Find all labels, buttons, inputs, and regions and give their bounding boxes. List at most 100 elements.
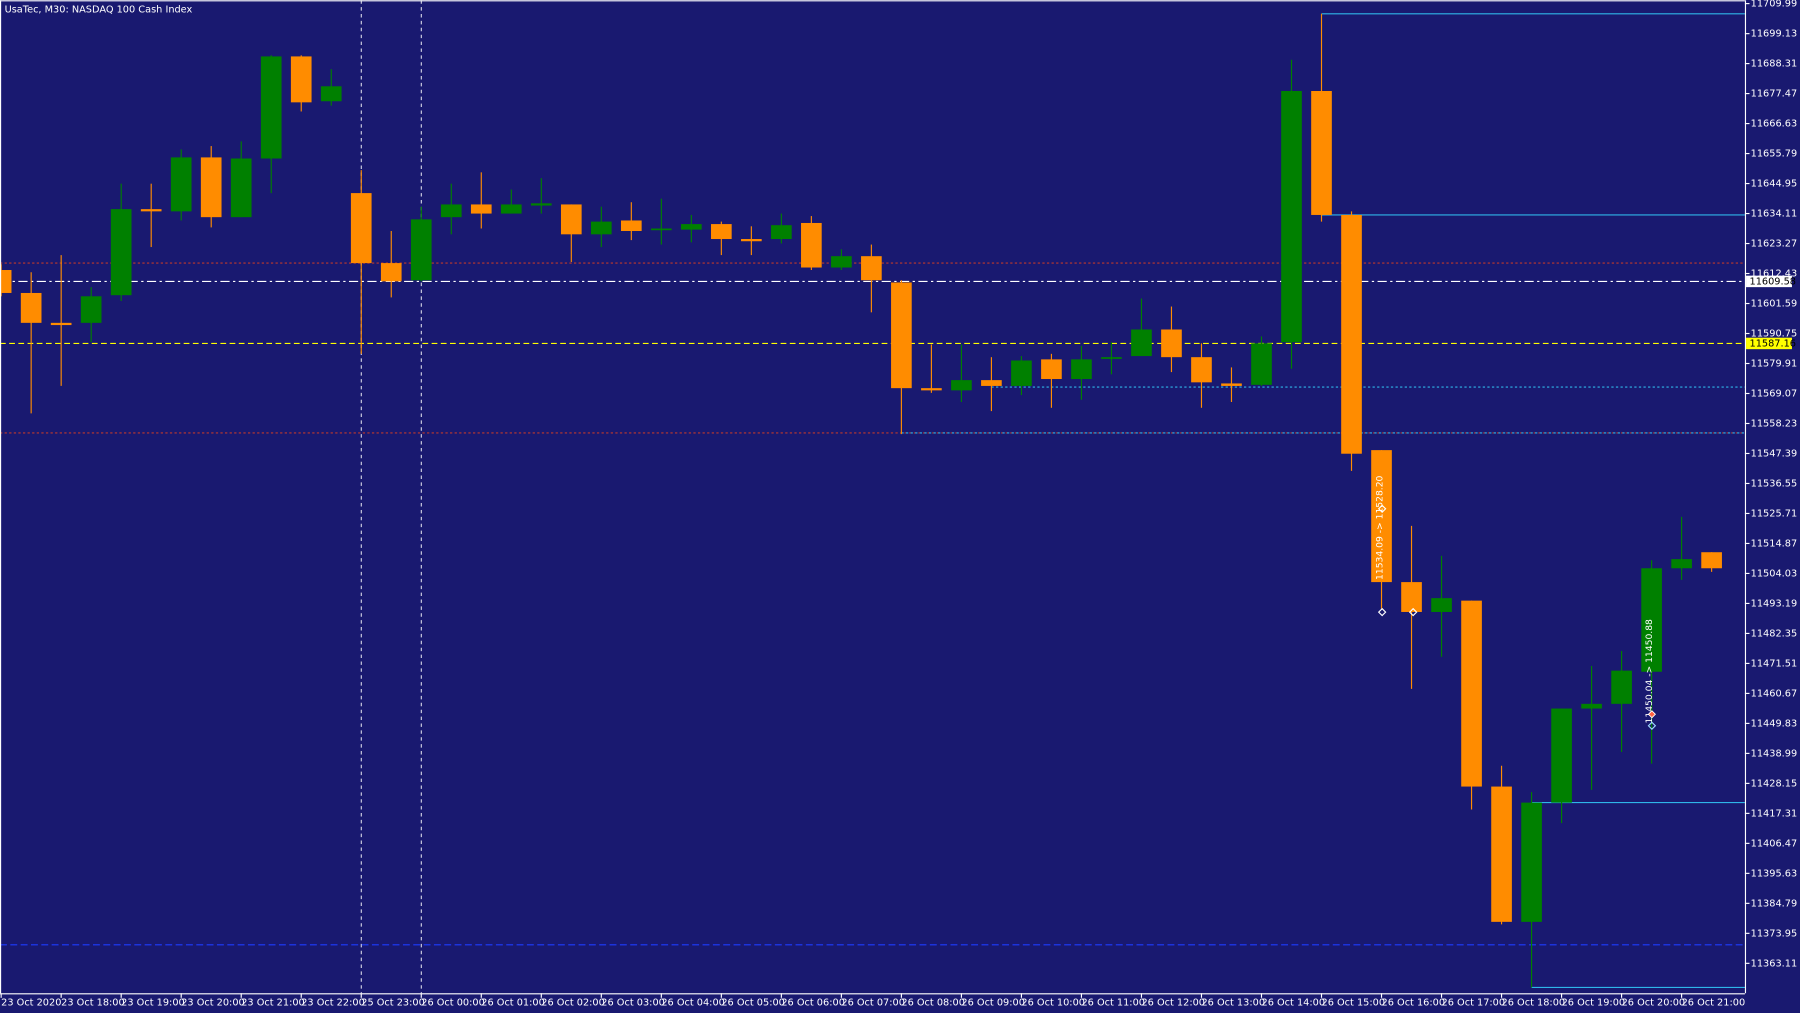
candle-body: [1071, 359, 1092, 380]
candle-body: [1641, 568, 1662, 672]
y-tick-label: 11363.11: [1751, 958, 1798, 969]
x-tick-label: 26 Oct 02:00: [541, 997, 605, 1008]
chart-title: UsaTec, M30: NASDAQ 100 Cash Index: [5, 4, 193, 15]
y-tick-label: 11384.79: [1751, 898, 1798, 909]
candle-body: [200, 157, 222, 218]
candle-body: [1161, 329, 1182, 358]
x-tick-label: 26 Oct 19:00: [1562, 997, 1626, 1008]
candle-body: [1581, 703, 1602, 709]
y-tick-label: 11644.95: [1751, 179, 1798, 190]
candle-body: [1101, 357, 1122, 359]
candle-body: [290, 56, 312, 103]
candle-body: [440, 204, 462, 218]
candle-body: [921, 388, 942, 391]
price-label-box: [1746, 337, 1792, 350]
candle-body: [0, 270, 12, 293]
candle-body: [230, 158, 252, 218]
x-tick-label: 23 Oct 19:00: [121, 997, 185, 1008]
candle-body: [410, 219, 432, 281]
trade-marker: [1647, 710, 1657, 731]
candle-body: [110, 209, 132, 296]
candle-body: [741, 239, 762, 242]
candle-body: [530, 203, 552, 206]
candle-body: [140, 209, 162, 212]
candle-body: [891, 282, 912, 389]
x-tick-label: 26 Oct 15:00: [1322, 997, 1386, 1008]
candle-body: [1221, 383, 1242, 386]
candle-body: [470, 204, 492, 214]
candle-body: [1341, 214, 1362, 454]
candle-body: [380, 263, 402, 282]
x-tick-label: 26 Oct 14:00: [1261, 997, 1325, 1008]
x-tick-label: 26 Oct 09:00: [961, 997, 1025, 1008]
candle-body: [590, 221, 612, 235]
y-tick-label: 11449.83: [1751, 718, 1798, 729]
y-tick-label: 11709.99: [1751, 0, 1798, 10]
candle-body: [1401, 582, 1422, 612]
y-tick-label: 11493.19: [1751, 598, 1798, 609]
y-tick-label: 11428.15: [1751, 778, 1798, 789]
candle-body: [1461, 600, 1482, 787]
candle-body: [1521, 802, 1542, 922]
candle-body: [771, 225, 792, 240]
x-tick-label: 23 Oct 22:00: [301, 997, 365, 1008]
y-tick-label: 11579.91: [1751, 358, 1798, 369]
y-tick-label: 11417.31: [1751, 808, 1798, 819]
price-label-box: [1746, 275, 1792, 288]
x-tick-label: 26 Oct 01:00: [481, 997, 545, 1008]
candle-body: [170, 157, 192, 212]
candle-body: [711, 224, 732, 240]
x-tick-label: 26 Oct 04:00: [661, 997, 725, 1008]
candle-body: [801, 222, 822, 268]
price-label: 11587.16: [1749, 338, 1796, 349]
y-tick-label: 11525.71: [1751, 508, 1798, 519]
y-tick-label: 11504.03: [1751, 568, 1798, 579]
x-tick-label: 25 Oct 23:00: [361, 997, 425, 1008]
y-tick-label: 11471.51: [1751, 658, 1798, 669]
candle-body: [1281, 90, 1302, 343]
x-tick-label: 26 Oct 20:00: [1622, 997, 1686, 1008]
y-tick-label: 11460.67: [1751, 688, 1798, 699]
y-tick-label: 11601.59: [1751, 299, 1798, 310]
candle-body: [620, 220, 642, 231]
x-tick-label: 23 Oct 20:00: [181, 997, 245, 1008]
trade-annotation: 11534.09 -> 11528.20: [1374, 475, 1385, 580]
x-tick-label: 26 Oct 13:00: [1201, 997, 1265, 1008]
candle-body: [981, 380, 1002, 386]
y-tick-label: 11395.63: [1751, 868, 1798, 879]
x-tick-label: 26 Oct 16:00: [1382, 997, 1446, 1008]
candle-body: [1701, 552, 1722, 569]
y-tick-label: 11623.27: [1751, 239, 1798, 250]
x-tick-label: 23 Oct 2020: [1, 997, 61, 1008]
candle-body: [1041, 359, 1062, 380]
y-tick-label: 11373.95: [1751, 928, 1798, 939]
plot-area: [0, 0, 1745, 994]
candle-body: [1551, 708, 1572, 803]
candle-body: [320, 86, 342, 102]
candle-body: [1491, 786, 1512, 922]
x-tick-label: 26 Oct 06:00: [781, 997, 845, 1008]
trade-marker: [1377, 504, 1418, 617]
candle-body: [1191, 357, 1212, 383]
candle-body: [260, 56, 282, 159]
y-tick-label: 11699.13: [1751, 29, 1798, 40]
price-label: 11609.58: [1749, 276, 1796, 287]
x-tick-label: 26 Oct 00:00: [421, 997, 485, 1008]
y-tick-label: 11569.07: [1751, 388, 1798, 399]
candle-body: [951, 380, 972, 391]
y-tick-label: 11688.31: [1751, 59, 1798, 70]
x-tick-label: 26 Oct 10:00: [1021, 997, 1085, 1008]
x-tick-label: 26 Oct 07:00: [841, 997, 905, 1008]
x-tick-label: 23 Oct 18:00: [61, 997, 125, 1008]
y-tick-label: 11514.87: [1751, 538, 1798, 549]
y-tick-label: 11547.39: [1751, 448, 1798, 459]
candle-body: [20, 292, 42, 323]
candle-body: [831, 256, 852, 268]
candle-body: [1611, 670, 1632, 704]
candle-body: [650, 228, 672, 231]
x-tick-label: 26 Oct 21:00: [1682, 997, 1746, 1008]
candle-body: [350, 193, 372, 264]
y-tick-label: 11558.23: [1751, 418, 1798, 429]
